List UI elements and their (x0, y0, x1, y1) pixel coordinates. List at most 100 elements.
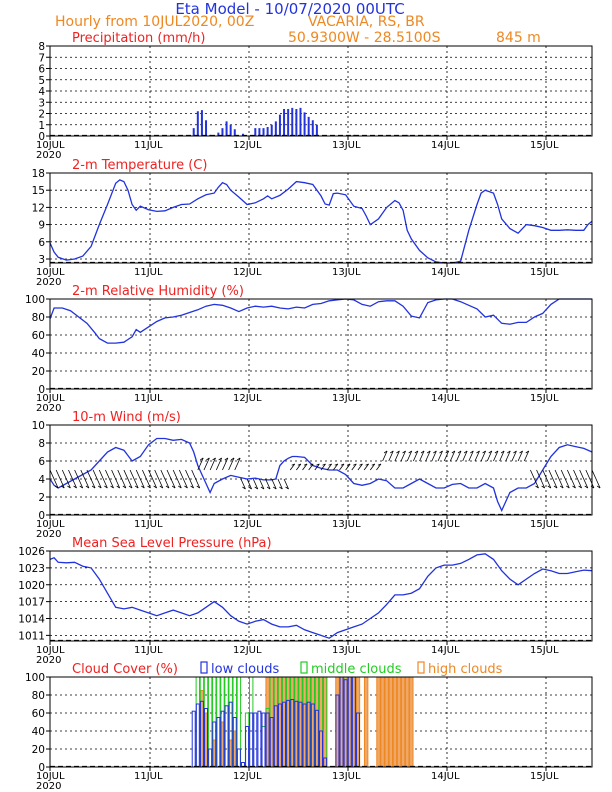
precip-bar (299, 107, 302, 136)
wind-barb (456, 450, 462, 462)
panel-title: 2-m Relative Humidity (%) (72, 284, 244, 299)
y-tick-label: 1011 (18, 630, 45, 642)
precip-bar (295, 109, 298, 136)
wind-barb (55, 469, 65, 489)
x-tick-label: 14JUL (431, 393, 460, 404)
wind-barb-head (254, 486, 258, 490)
wind-barb-head (190, 485, 194, 489)
x-year-label: 2020 (36, 529, 61, 540)
y-tick-label: 40 (32, 348, 45, 360)
x-tick-label: 15JUL (530, 645, 559, 656)
wind-barb-head (426, 450, 431, 454)
precip-bar (278, 114, 281, 136)
wind-barb (172, 469, 182, 489)
wind-barb (142, 469, 151, 489)
wind-barb-head (260, 486, 265, 490)
wind-barb (579, 469, 589, 489)
x-tick-label: 14JUL (431, 771, 460, 782)
wind-barb (499, 450, 505, 462)
wind-barb (222, 457, 229, 471)
low-cloud-bar (195, 703, 200, 768)
elevation-label: 845 m (496, 30, 541, 46)
wind-barb (240, 478, 246, 490)
low-cloud-bar (249, 712, 254, 768)
wind-barb-head (559, 485, 564, 489)
wind-barb-head (73, 485, 77, 489)
wind-barb (129, 469, 139, 489)
wind-barb (154, 469, 164, 489)
x-tick-label: 15JUL (530, 519, 559, 530)
precip-bar (315, 124, 318, 136)
panel-4: 0 2 4 6 8 10 10JUL 11JUL 12JUL 13JUL 14JUL 15JUL 202… (32, 410, 601, 540)
x-year-label: 2020 (36, 781, 61, 792)
wind-barb-head (433, 450, 437, 454)
wind-barb-head (171, 485, 176, 489)
wind-barb-head (451, 450, 456, 454)
wind-barb (382, 450, 388, 462)
precip-bar (287, 109, 290, 136)
wind-barb-head (457, 450, 462, 454)
wind-barb (105, 469, 114, 489)
y-tick-label: 18 (32, 168, 45, 180)
wind-barb (443, 450, 450, 462)
wind-barb (413, 450, 419, 462)
wind-barb-head (396, 450, 400, 454)
wind-barb-head (242, 486, 246, 490)
y-tick-label: 7 (38, 52, 45, 64)
wind-barb-head (596, 485, 601, 489)
x-tick-label: 11JUL (134, 519, 163, 530)
wind-barb-head (346, 463, 351, 466)
y-tick-label: 80 (32, 312, 45, 324)
wind-barb-head (297, 463, 302, 466)
wind-barb-head (291, 463, 295, 466)
wind-barb-head (199, 457, 204, 461)
low-cloud-bar (253, 712, 258, 768)
x-tick-label: 12JUL (233, 645, 262, 656)
x-tick-label: 11JUL (134, 267, 163, 278)
y-tick-label: 20 (32, 744, 45, 756)
panel-title: 2-m Temperature (C) (72, 158, 207, 173)
wind-barb (98, 469, 108, 489)
wind-barb (209, 457, 216, 471)
wind-barb-head (553, 485, 558, 489)
wind-barb-head (566, 485, 570, 489)
precip-bar (241, 133, 244, 136)
wind-barb-head (377, 463, 382, 466)
panel-3: 0 20 40 60 80 100 10JUL 11JUL 12JUL 13JUL 14JUL 15J… (25, 284, 593, 414)
wind-barb-head (439, 450, 443, 454)
wind-barb-head (408, 450, 412, 454)
panel-frame (49, 550, 593, 642)
wind-barb (326, 463, 332, 471)
x-year-label: 2020 (36, 403, 61, 414)
subtitle-run: Hourly from 10JUL2020, 00Z (55, 14, 254, 30)
wind-barb-head (303, 463, 308, 466)
wind-barb-head (54, 485, 59, 489)
wind-barb (86, 469, 96, 489)
precip-bar (291, 107, 294, 136)
y-tick-label: 1023 (18, 563, 45, 575)
high-cloud-bar (405, 676, 410, 768)
wind-barb (123, 469, 133, 489)
wind-barb (419, 450, 425, 462)
wind-barb-head (97, 485, 102, 489)
y-tick-label: 1020 (18, 580, 45, 592)
x-tick-label: 11JUL (134, 140, 163, 151)
y-tick-label: 100 (25, 672, 45, 684)
wind-barb (394, 450, 400, 462)
wind-barb (246, 478, 252, 490)
x-tick-label: 12JUL (233, 267, 262, 278)
wind-barb (554, 469, 564, 489)
high-cloud-bar (388, 676, 394, 768)
precip-bar (406, 134, 409, 136)
y-tick-label: 12 (32, 202, 45, 214)
y-tick-label: 4 (38, 474, 45, 486)
x-tick-label: 15JUL (530, 267, 559, 278)
wind-barb-head (340, 463, 345, 466)
wind-barb (80, 469, 90, 489)
wind-barb-head (334, 463, 338, 466)
high-cloud-bar (384, 676, 389, 768)
wind-barb-head (273, 486, 277, 490)
high-cloud-bar (392, 676, 398, 768)
wind-barb (271, 478, 277, 490)
